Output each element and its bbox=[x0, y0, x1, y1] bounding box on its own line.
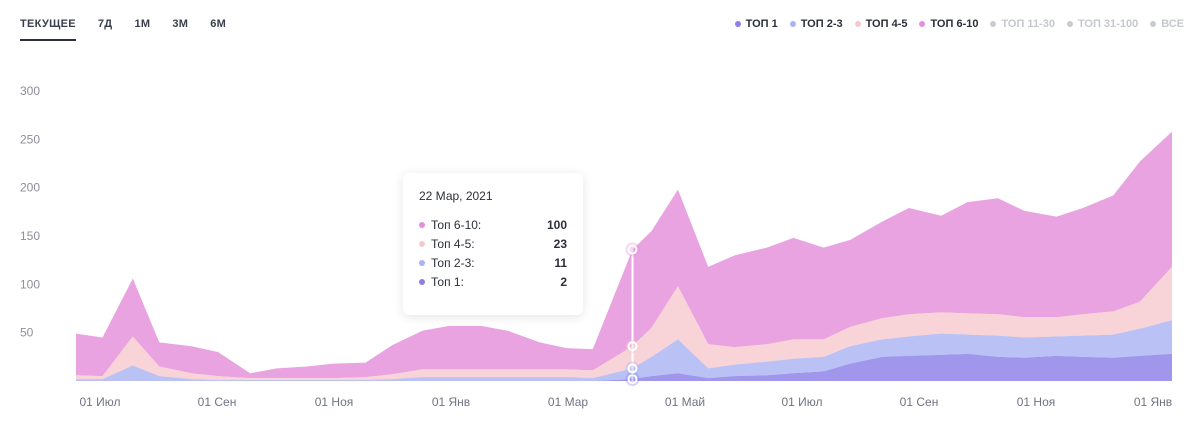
legend-item-5[interactable]: ТОП 31-100 bbox=[1066, 18, 1139, 30]
legend-dot-icon bbox=[789, 21, 796, 27]
x-tick-label: 01 Янв bbox=[1134, 395, 1172, 409]
tooltip-dot-icon bbox=[419, 278, 425, 285]
legend-label: ВСЕ bbox=[1161, 18, 1184, 30]
hover-point bbox=[627, 341, 638, 352]
tooltip-date: 22 Мар, 2021 bbox=[419, 189, 493, 203]
x-tick-label: 01 Мар bbox=[548, 395, 588, 409]
y-axis: 50 100 150 200 250 300 bbox=[20, 84, 40, 340]
x-tick-label: 01 Сен bbox=[900, 395, 939, 409]
legend-dot-icon bbox=[1066, 21, 1073, 27]
chart-legend: ТОП 1 ТОП 2-3 ТОП 4-5 ТОП 6-10 ТОП 11-30 ТОП … bbox=[723, 18, 1184, 30]
legend-dot-icon bbox=[990, 21, 997, 27]
period-tab-3[interactable]: 3М bbox=[172, 18, 189, 30]
y-tick-label: 200 bbox=[20, 181, 40, 195]
legend-label: ТОП 11-30 bbox=[1001, 18, 1055, 30]
legend-label: ТОП 31-100 bbox=[1077, 18, 1139, 30]
period-tabs: ТЕКУЩЕЕ 7Д 1М 3М 6М bbox=[20, 18, 248, 41]
tooltip-dot-icon bbox=[419, 221, 425, 228]
tooltip-row: Топ 2-3: 11 bbox=[419, 253, 567, 272]
legend-label: ТОП 4-5 bbox=[865, 18, 908, 30]
legend-item-6[interactable]: ВСЕ bbox=[1150, 18, 1184, 30]
y-tick-label: 300 bbox=[20, 84, 40, 98]
x-tick-label: 01 Июл bbox=[781, 395, 822, 409]
legend-label: ТОП 2-3 bbox=[800, 18, 843, 30]
tooltip-row: Топ 6-10: 100 bbox=[419, 215, 567, 234]
tooltip-label: Топ 6-10: bbox=[431, 217, 482, 232]
legend-dot-icon bbox=[854, 21, 861, 27]
legend-dot-icon bbox=[1150, 21, 1157, 27]
tooltip-value: 11 bbox=[554, 255, 567, 270]
y-tick-label: 100 bbox=[20, 277, 40, 291]
tooltip-row: Топ 1: 2 bbox=[419, 272, 567, 291]
legend-dot-icon bbox=[734, 21, 741, 27]
period-tab-0[interactable]: ТЕКУЩЕЕ bbox=[20, 18, 76, 41]
tooltip-value: 2 bbox=[560, 274, 567, 289]
legend-dot-icon bbox=[919, 21, 926, 27]
x-tick-label: 01 Сен bbox=[198, 395, 237, 409]
tooltip-rows: Топ 6-10: 100 Топ 4-5: 23 Топ 2-3: 11 Топ 1: 2 bbox=[419, 215, 567, 291]
tooltip-label: Топ 2-3: bbox=[431, 255, 475, 270]
legend-item-2[interactable]: ТОП 4-5 bbox=[854, 18, 908, 30]
area-series-0 bbox=[76, 353, 1172, 381]
hover-point bbox=[627, 374, 638, 385]
y-tick-label: 50 bbox=[20, 326, 34, 340]
hover-indicator bbox=[625, 242, 640, 387]
hover-point bbox=[627, 363, 638, 374]
area-series-1 bbox=[76, 320, 1172, 381]
legend-label: ТОП 1 bbox=[745, 18, 778, 30]
area-series-2 bbox=[76, 266, 1172, 381]
tooltip-value: 100 bbox=[546, 217, 567, 232]
area-series-3 bbox=[76, 131, 1172, 379]
tooltip-value: 23 bbox=[553, 236, 567, 251]
x-axis: 01 Июл 01 Сен 01 Ноя 01 Янв 01 Мар 01 Май 01 И… bbox=[79, 395, 1172, 409]
y-tick-label: 250 bbox=[20, 132, 40, 146]
x-tick-label: 01 Ноя bbox=[1017, 395, 1056, 409]
tooltip-row: Топ 4-5: 23 bbox=[419, 234, 567, 253]
legend-item-4[interactable]: ТОП 11-30 bbox=[990, 18, 1055, 30]
x-tick-label: 01 Янв bbox=[432, 395, 470, 409]
period-tab-1[interactable]: 7Д bbox=[97, 18, 113, 30]
legend-label: ТОП 6-10 bbox=[930, 18, 979, 30]
y-tick-label: 150 bbox=[20, 229, 40, 243]
legend-item-3[interactable]: ТОП 6-10 bbox=[919, 18, 978, 30]
legend-item-1[interactable]: ТОП 2-3 bbox=[789, 18, 843, 30]
legend-item-0[interactable]: ТОП 1 bbox=[734, 18, 778, 30]
period-tab-2[interactable]: 1М bbox=[134, 18, 151, 30]
tooltip-dot-icon bbox=[419, 259, 425, 266]
tooltip-label: Топ 1: bbox=[431, 274, 464, 289]
x-tick-label: 01 Ноя bbox=[315, 395, 354, 409]
chart-areas bbox=[76, 131, 1172, 381]
x-tick-label: 01 Июл bbox=[79, 395, 120, 409]
x-tick-label: 01 Май bbox=[665, 395, 705, 409]
period-tab-4[interactable]: 6М bbox=[210, 18, 227, 30]
hover-point bbox=[627, 244, 638, 255]
tooltip-dot-icon bbox=[419, 240, 425, 247]
chart-tooltip: 22 Мар, 2021 Топ 6-10: 100 Топ 4-5: 23 Топ 2… bbox=[403, 173, 583, 315]
tooltip-label: Топ 4-5: bbox=[431, 236, 475, 251]
